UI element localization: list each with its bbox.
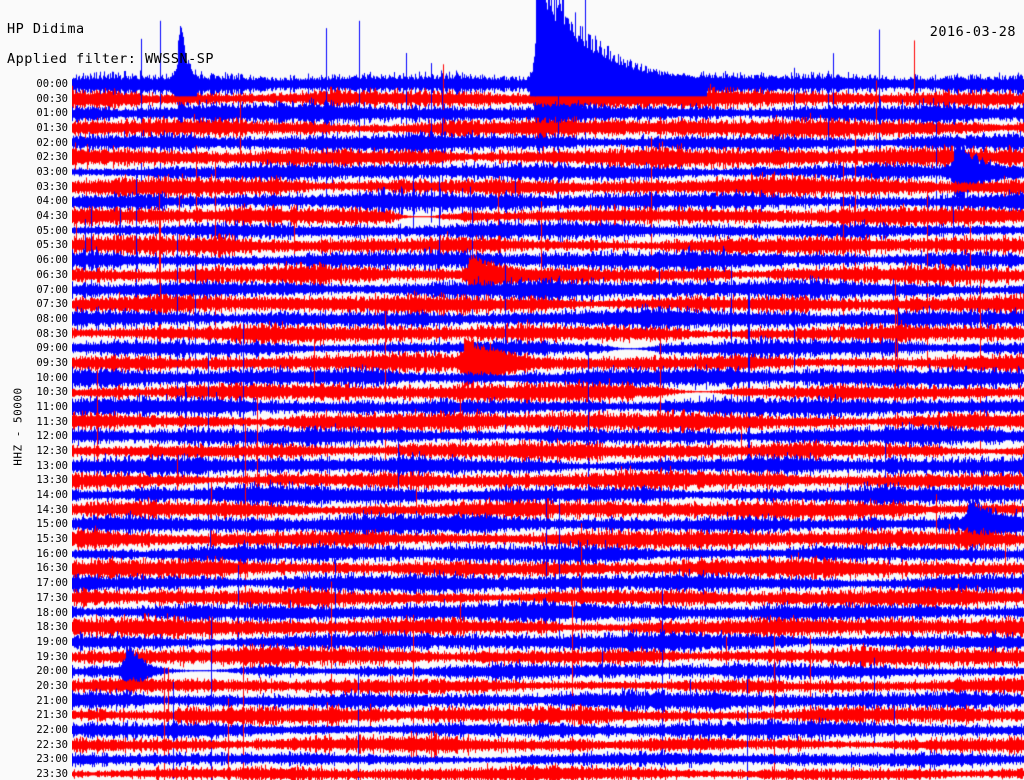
time-tick-label: 07:30 [36, 298, 68, 311]
time-tick-label: 10:00 [36, 371, 68, 384]
time-tick-label: 22:30 [36, 738, 68, 751]
applied-filter-label: Applied filter: WWSSN-SP [7, 51, 215, 67]
time-tick-label: 06:00 [36, 254, 68, 267]
time-tick-label: 09:30 [36, 356, 68, 369]
time-tick-label: 01:30 [36, 122, 68, 135]
time-tick-label: 02:00 [36, 136, 68, 149]
time-tick-label: 04:30 [36, 210, 68, 223]
time-tick-label: 02:30 [36, 151, 68, 164]
time-tick-label: 12:30 [36, 445, 68, 458]
time-tick-label: 12:00 [36, 430, 68, 443]
time-tick-label: 14:30 [36, 503, 68, 516]
time-tick-label: 18:30 [36, 621, 68, 634]
time-tick-label: 16:00 [36, 547, 68, 560]
time-tick-label: 21:00 [36, 694, 68, 707]
time-tick-label: 08:30 [36, 327, 68, 340]
time-tick-label: 13:00 [36, 459, 68, 472]
time-tick-label: 22:00 [36, 723, 68, 736]
time-tick-label: 21:30 [36, 709, 68, 722]
helicorder-plot[interactable] [72, 0, 1024, 780]
time-tick-label: 19:00 [36, 635, 68, 648]
time-tick-label: 17:00 [36, 577, 68, 590]
time-tick-label: 04:00 [36, 195, 68, 208]
time-tick-label: 01:00 [36, 107, 68, 120]
time-tick-label: 05:30 [36, 239, 68, 252]
page-title: HP Didima [7, 21, 85, 37]
time-tick-label: 16:30 [36, 562, 68, 575]
time-tick-label: 23:30 [36, 768, 68, 780]
time-tick-label: 09:00 [36, 342, 68, 355]
time-tick-label: 18:00 [36, 606, 68, 619]
time-tick-label: 11:00 [36, 400, 68, 413]
date-label: 2016-03-28 [929, 24, 1016, 40]
time-tick-label: 00:30 [36, 92, 68, 105]
seismogram-canvas[interactable] [72, 0, 1024, 780]
time-tick-label: 06:30 [36, 268, 68, 281]
time-tick-label: 20:30 [36, 679, 68, 692]
time-tick-label: 08:00 [36, 312, 68, 325]
time-tick-label: 11:30 [36, 415, 68, 428]
time-tick-label: 23:00 [36, 753, 68, 766]
time-tick-label: 03:30 [36, 180, 68, 193]
time-tick-label: 00:00 [36, 78, 68, 90]
time-tick-label: 17:30 [36, 591, 68, 604]
time-axis: 00:00 00:30 01:00 01:30 02:00 02:30 03:00 03:30… [0, 0, 70, 780]
time-tick-label: 15:00 [36, 518, 68, 531]
time-tick-label: 19:30 [36, 650, 68, 663]
time-tick-label: 15:30 [36, 533, 68, 546]
time-tick-label: 14:00 [36, 489, 68, 502]
time-tick-label: 20:00 [36, 665, 68, 678]
time-tick-label: 03:00 [36, 166, 68, 179]
time-tick-label: 13:30 [36, 474, 68, 487]
time-tick-label: 07:00 [36, 283, 68, 296]
time-tick-label: 05:00 [36, 224, 68, 237]
time-tick-label: 10:30 [36, 386, 68, 399]
